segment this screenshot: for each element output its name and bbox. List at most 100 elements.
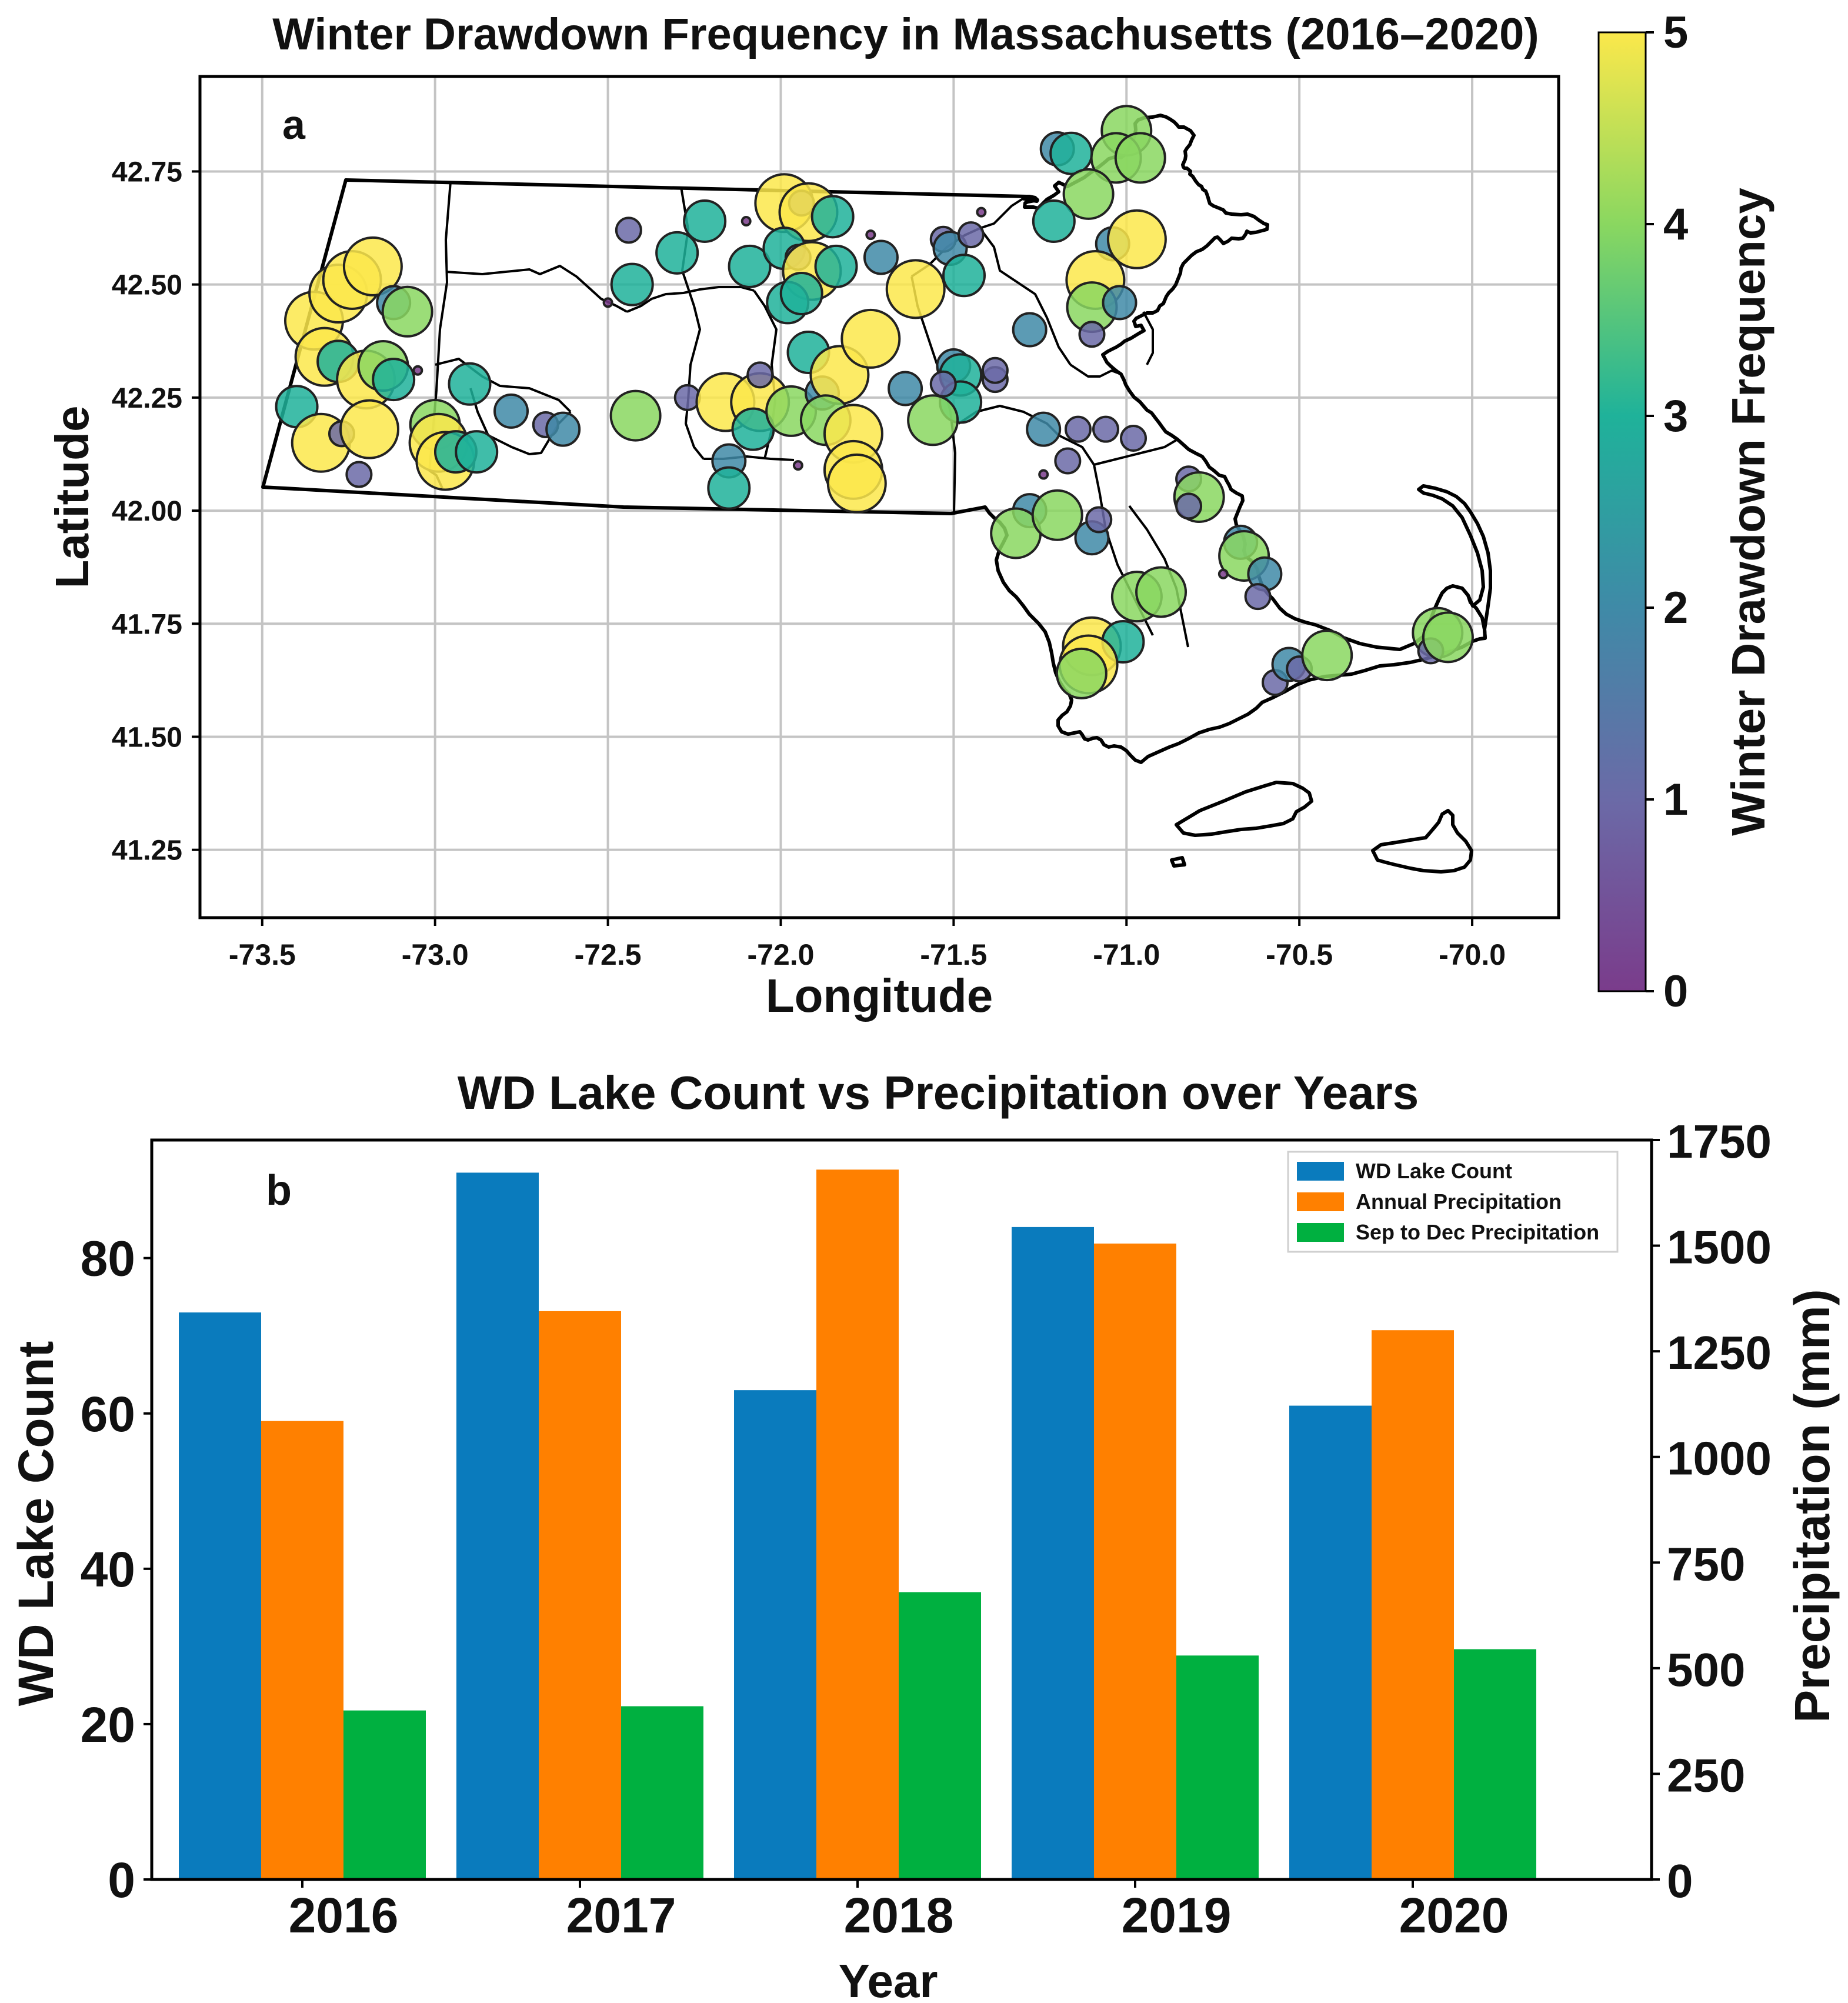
colorbar-tick-label: 5 [1663,8,1688,58]
tick-label-right-y: 750 [1667,1538,1745,1590]
lake-point [1301,629,1353,682]
lake-point [865,229,876,241]
lake-point [1062,168,1115,220]
lake-point [1026,411,1062,447]
lake-point [1102,285,1138,321]
panel-a-y-ticks: 41.25 41.50 41.75 42.00 42.25 42.50 42.75 [112,156,200,866]
panel-b-label: b [266,1167,292,1214]
lake-point [683,199,727,244]
lake-point [1012,312,1048,348]
tick-label-right-y: 1500 [1667,1221,1772,1274]
tick-label-x: 2016 [289,1888,399,1943]
lake-point [840,308,901,369]
lake-point [1217,568,1229,579]
panel-b-bars [179,1169,1536,1879]
lake-point [779,272,823,316]
tick-label-x: -70.0 [1439,938,1506,971]
bar-annual-precipitation [816,1169,899,1879]
bar-annual-precipitation [1372,1330,1454,1879]
tick-label-y: 41.25 [112,835,182,866]
tick-label-y: 42.25 [112,383,182,414]
lake-point [1422,611,1474,664]
bar-wd-lake-count [1289,1405,1372,1879]
bar-wd-lake-count [456,1172,539,1879]
lake-point [1064,415,1092,443]
bar-annual-precipitation [1094,1243,1176,1879]
colorbar-tick-label: 1 [1663,775,1688,825]
lake-point [863,239,899,275]
panel-a-x-ticks: -73.5 -73.0 -72.5 -72.0 -71.5 -71.0 -70.5 -70.0 [229,918,1506,971]
lake-point [1120,425,1148,452]
bar-sep-to-dec-precipitation [1176,1655,1259,1879]
colorbar-tick-label: 2 [1663,583,1688,633]
lake-point [610,262,654,306]
tick-label-x: -73.5 [229,938,296,971]
lake-point [826,453,887,514]
lake-point [885,259,946,319]
tick-label-y: 42.75 [112,156,182,188]
bar-sep-to-dec-precipitation [621,1706,703,1879]
tick-label-right-y: 250 [1667,1749,1745,1801]
panel-b-plot-frame [150,1138,1653,1881]
legend-label: Sep to Dec Precipitation [1356,1220,1599,1244]
bar-wd-lake-count [1012,1227,1094,1879]
lake-point [345,461,373,488]
tick-label-right-y: 1250 [1667,1327,1772,1379]
lake-point [957,221,985,249]
lake-point [746,361,774,389]
lake-point [455,430,499,474]
tick-label-left-y: 20 [81,1697,135,1752]
panel-b-legend: WD Lake Count Annual Precipitation Sep to … [1287,1151,1619,1253]
tick-label-right-y: 1000 [1667,1432,1772,1485]
colorbar-ticks: 0 1 2 3 4 5 [1646,8,1688,1017]
lake-point [493,393,529,429]
lake-point [655,231,699,275]
panel-a: Winter Drawdown Frequency in Massachuset… [46,8,1774,1022]
tick-label-x: -72.5 [575,938,642,971]
tick-label-right-y: 1750 [1667,1115,1772,1168]
legend-swatch [1297,1223,1344,1242]
tick-label-left-y: 80 [81,1231,135,1287]
panel-a-points [275,105,1474,699]
lake-point [814,244,858,288]
lake-point [342,236,403,296]
island-small [1170,856,1186,868]
lake-point [1032,199,1076,244]
panel-a-title: Winter Drawdown Frequency in Massachuset… [272,9,1539,59]
lake-point [792,460,803,471]
bar-sep-to-dec-precipitation [1454,1649,1536,1879]
panel-b-left-y-ticks: 0 20 40 60 80 [81,1231,152,1908]
lake-point [976,206,987,218]
lake-point [1055,647,1108,699]
tick-label-left-y: 40 [81,1542,135,1597]
island-marthas-vineyard [1175,781,1313,837]
lake-point [1031,489,1083,541]
lake-point [1175,492,1203,520]
bar-wd-lake-count [179,1312,261,1879]
colorbar-label: Winter Drawdown Frequency [1722,188,1774,836]
bar-wd-lake-count [734,1390,816,1879]
tick-label-right-y: 0 [1667,1855,1693,1907]
lake-point [981,356,1009,384]
island-nantucket [1371,809,1473,874]
lake-point [1135,566,1187,618]
legend-swatch [1297,1162,1344,1181]
lake-point [1092,415,1119,443]
legend-label: WD Lake Count [1356,1159,1512,1183]
lake-point [448,362,492,406]
tick-label-x: -72.0 [747,938,814,971]
tick-label-x: -71.5 [920,938,987,971]
tick-label-x: 2019 [1122,1888,1232,1943]
legend-label: Annual Precipitation [1356,1189,1562,1214]
lake-point [615,216,642,244]
lake-point [545,411,581,447]
lake-point [888,371,923,406]
panel-b-x-ticks: 2016 2017 2018 2019 2020 [289,1879,1509,1943]
lake-point [1114,132,1166,184]
lake-point [372,358,416,402]
tick-label-right-y: 500 [1667,1644,1745,1696]
lake-point [412,365,423,376]
lake-point [1078,321,1106,348]
state-boundary [261,114,1487,764]
colorbar [1597,31,1647,992]
